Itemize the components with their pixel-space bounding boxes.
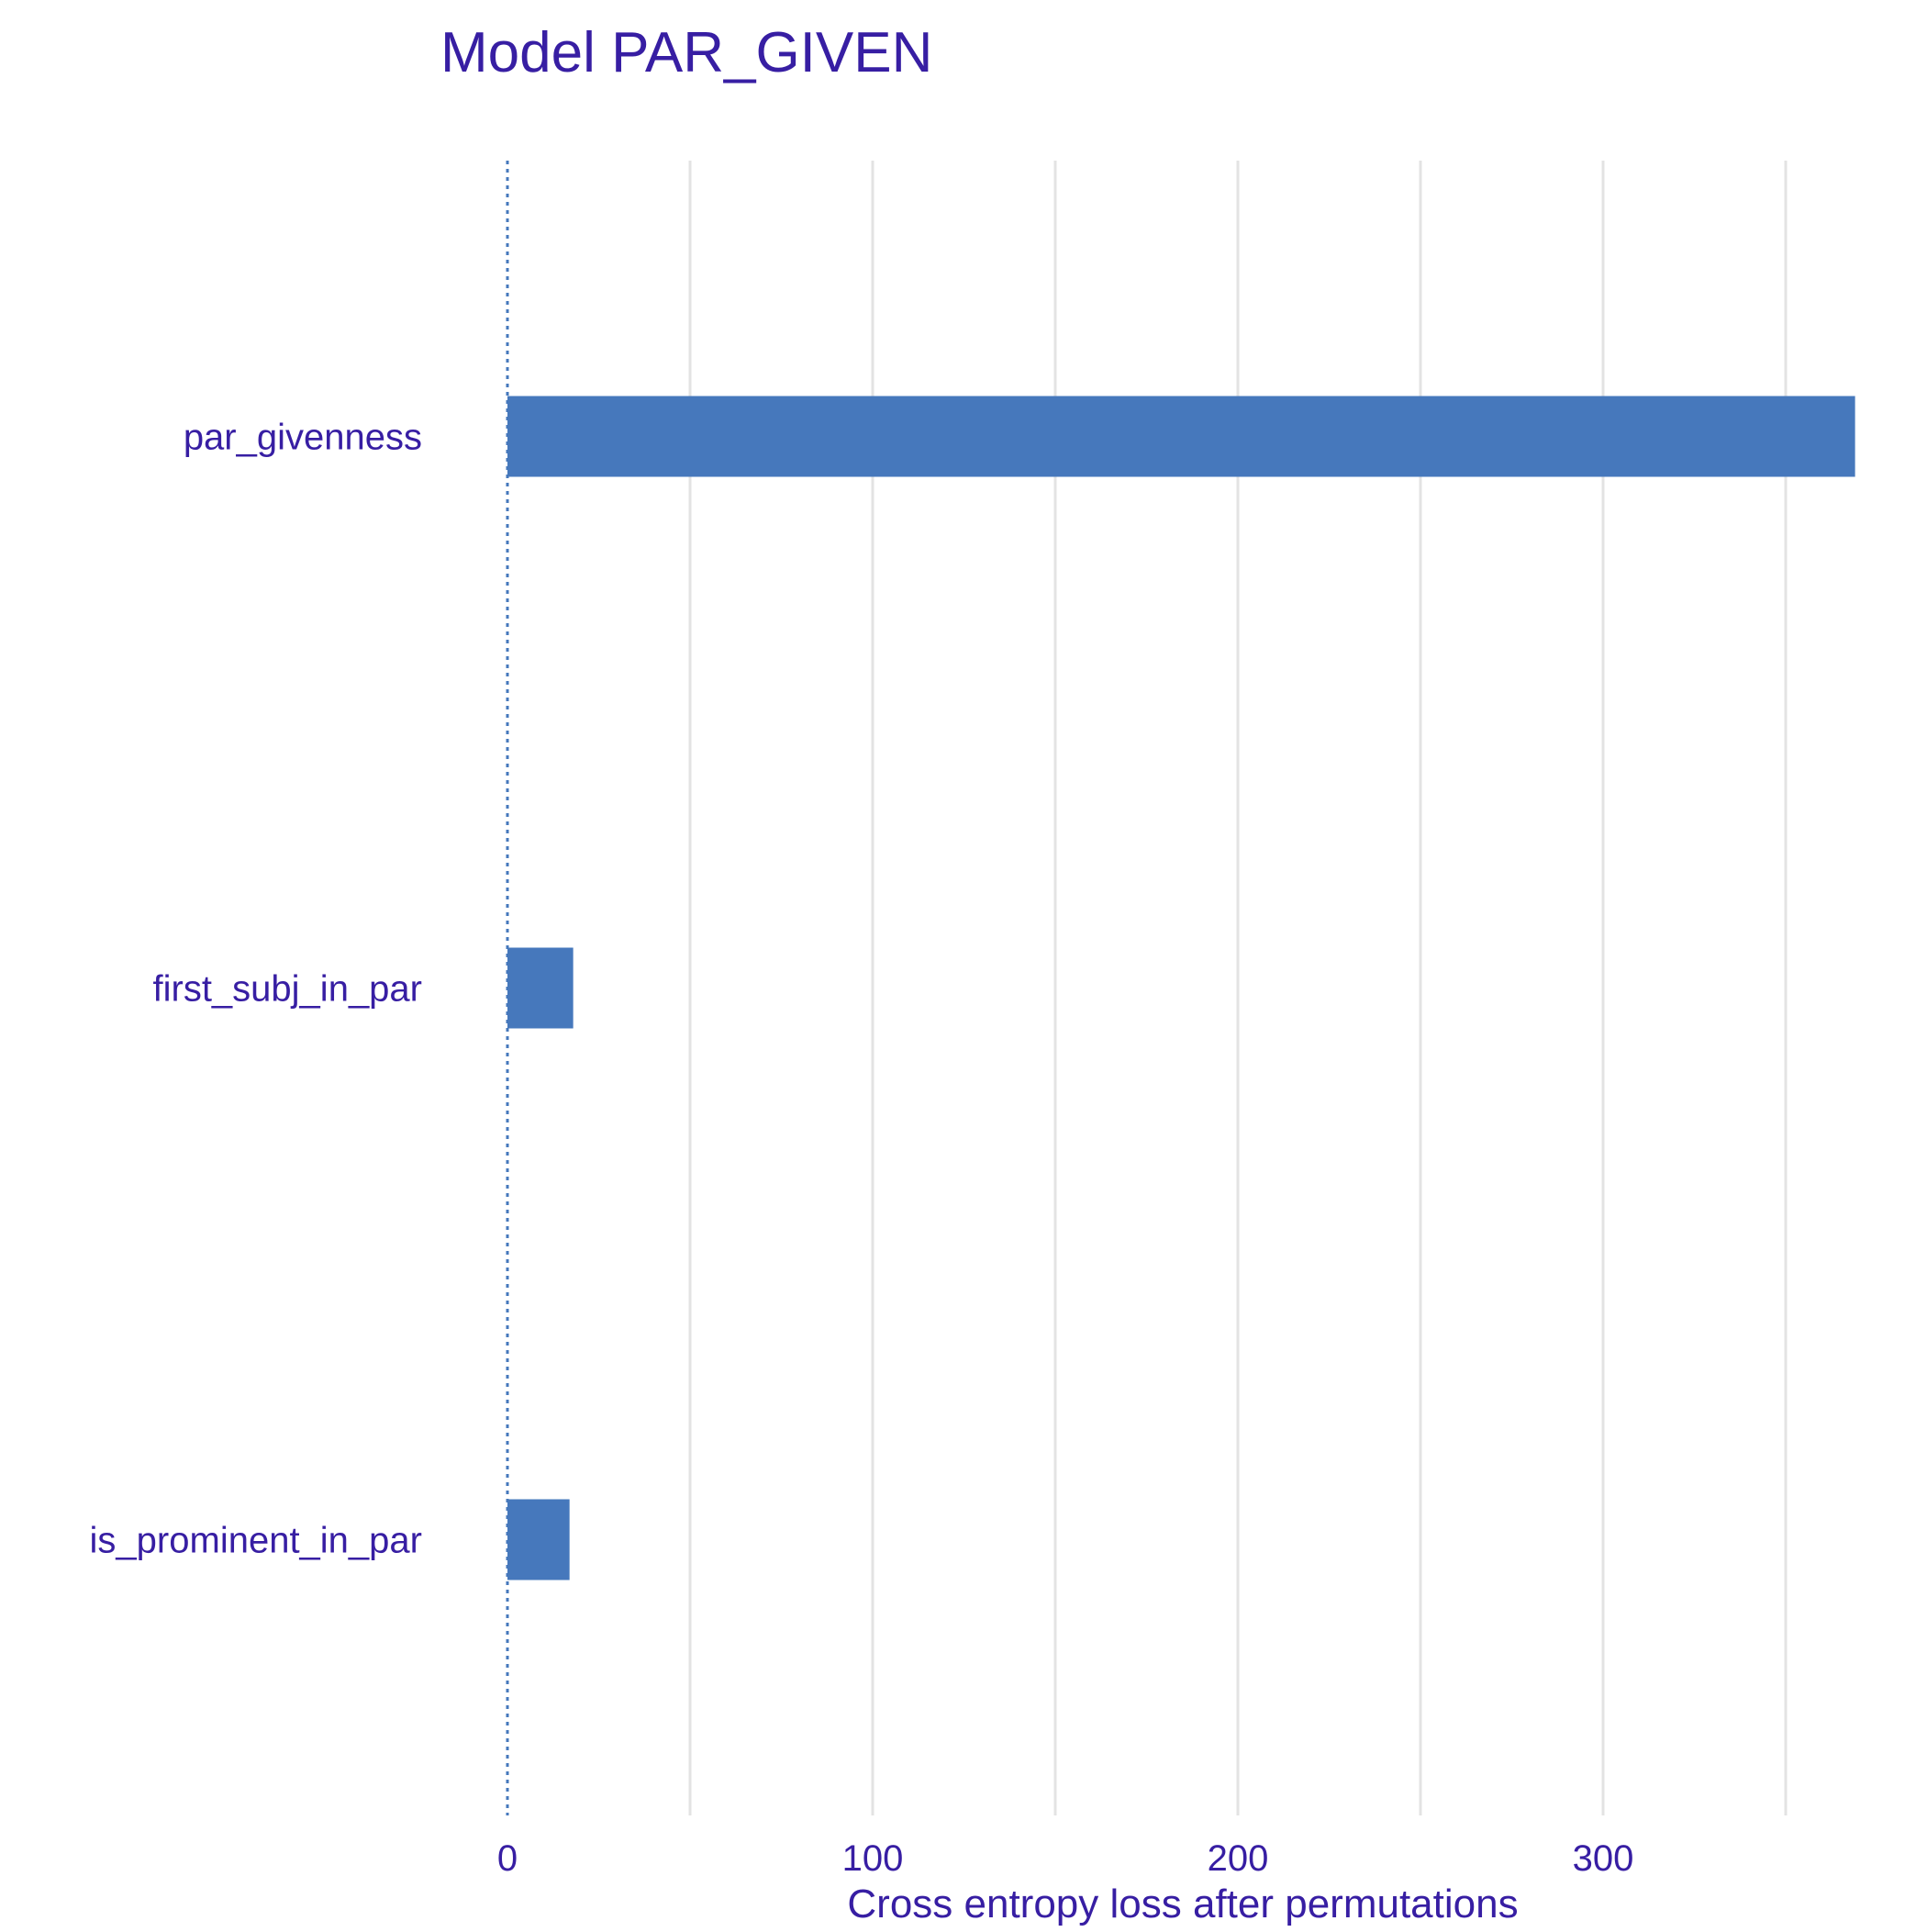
x-axis-title: Cross entropy loss after permutations [847,1882,1518,1926]
y-axis-labels: par_givenness first_subj_in_par is_promine… [90,418,422,1561]
x-tick-label: 100 [842,1838,904,1879]
y-axis-label: is_prominent_in_par [90,1521,422,1561]
x-axis-tick-labels: 0 100 200 300 [497,1838,1634,1879]
bar-first-subj-in-par [507,947,574,1029]
y-axis-label: par_givenness [184,418,422,458]
bar-par-givenness [507,396,1855,477]
x-tick-label: 200 [1208,1838,1269,1879]
x-tick-label: 300 [1573,1838,1634,1879]
chart-title: Model PAR_GIVEN [440,21,932,84]
y-axis-label: first_subj_in_par [153,969,423,1010]
bar-is-prominent-in-par [507,1499,570,1580]
x-tick-label: 0 [497,1838,518,1879]
bars-layer [507,396,1855,1580]
